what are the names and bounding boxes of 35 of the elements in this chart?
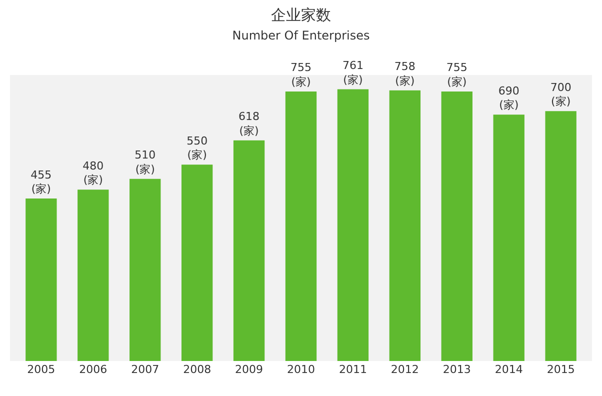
x-tick-label: 2008 (183, 363, 212, 376)
bar (493, 114, 524, 361)
x-tick-label: 2014 (494, 363, 523, 376)
data-label: 755 (家) (290, 61, 312, 88)
x-tick-label: 2011 (338, 363, 367, 376)
bar (389, 90, 421, 361)
data-label: 480 (家) (82, 159, 104, 187)
bar (285, 91, 317, 361)
x-tick-label: 2010 (287, 363, 315, 376)
data-label: 550 (家) (186, 134, 208, 162)
data-label: 758 (家) (394, 60, 416, 88)
bar (130, 178, 161, 361)
x-tick-label: 2009 (235, 363, 264, 376)
data-label: 700 (家) (550, 80, 572, 108)
data-label: 618 (家) (238, 110, 260, 138)
chart-subtitle: Number Of Enterprises (232, 28, 370, 42)
bar (545, 111, 576, 361)
x-tick-label: 2005 (27, 363, 56, 376)
x-tick-label: 2007 (131, 363, 160, 376)
bar (78, 190, 109, 361)
bar (26, 198, 57, 361)
data-label: 755 (家) (446, 61, 468, 88)
data-label: 510 (家) (134, 148, 156, 176)
data-label: 455 (家) (30, 168, 52, 196)
x-tick-label: 2013 (442, 363, 471, 376)
x-tick-label: 2015 (546, 363, 575, 376)
bar (233, 140, 265, 361)
bar (181, 164, 213, 361)
bar (337, 89, 369, 361)
x-tick-label: 2006 (79, 363, 108, 376)
bar (441, 91, 472, 361)
data-label: 761 (家) (342, 59, 364, 86)
data-label: 690 (家) (498, 84, 520, 112)
chart-title: 企业家数 (271, 6, 331, 24)
x-tick-label: 2012 (390, 363, 419, 376)
